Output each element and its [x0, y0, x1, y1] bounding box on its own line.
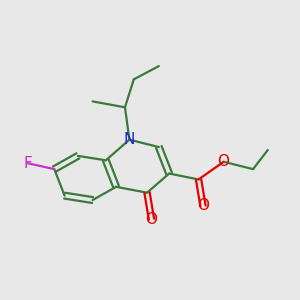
Text: F: F — [23, 156, 32, 171]
Text: O: O — [197, 198, 209, 213]
Text: N: N — [124, 132, 135, 147]
Text: O: O — [146, 212, 158, 227]
Text: O: O — [218, 154, 230, 169]
